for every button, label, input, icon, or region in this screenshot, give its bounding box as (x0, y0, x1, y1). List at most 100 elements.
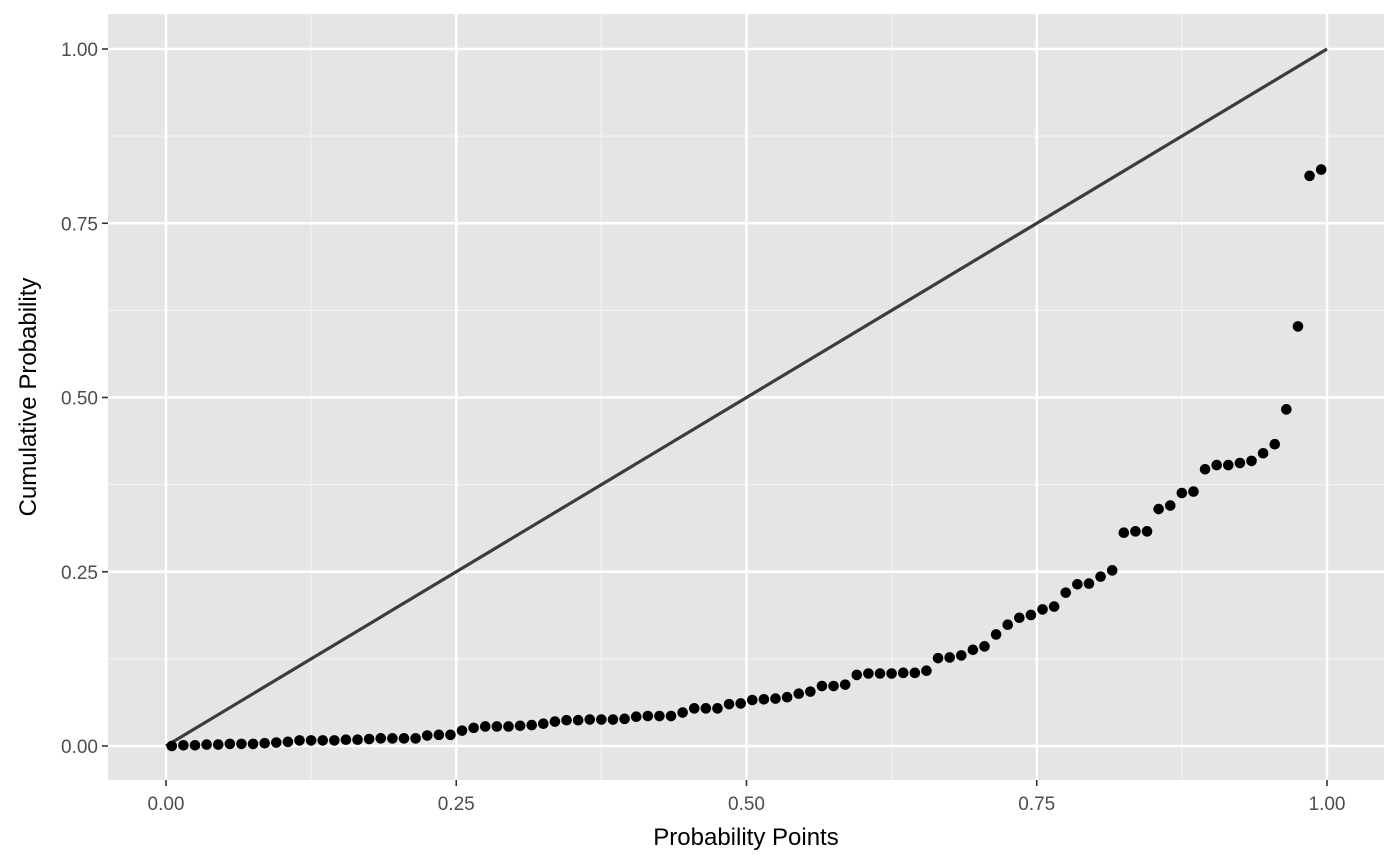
data-point (1176, 487, 1188, 499)
data-point (201, 739, 212, 750)
data-point (1060, 587, 1072, 598)
data-point (735, 698, 746, 709)
data-point (642, 710, 654, 722)
data-point (1281, 404, 1292, 415)
data-point (363, 733, 375, 745)
data-point (329, 735, 340, 746)
data-point (1188, 486, 1199, 497)
y-tick-label: 0.50 (61, 389, 98, 410)
data-point (398, 733, 410, 744)
data-point (816, 680, 828, 692)
data-point (526, 719, 538, 731)
data-point (445, 729, 456, 741)
data-point (1141, 526, 1153, 537)
data-point (747, 694, 758, 706)
reference-line (165, 47, 1328, 748)
data-point (1002, 619, 1014, 631)
data-point (1315, 164, 1327, 175)
points-layer (166, 164, 1327, 752)
data-point (317, 735, 329, 746)
data-point (1072, 578, 1083, 590)
data-point (224, 738, 236, 750)
data-point (1014, 612, 1025, 624)
data-point (839, 679, 851, 690)
data-point (236, 738, 247, 750)
data-point (1025, 609, 1037, 621)
data-point (1269, 438, 1281, 450)
data-point (410, 733, 421, 744)
data-point (270, 737, 282, 748)
data-point (863, 668, 874, 679)
data-point (1118, 527, 1130, 539)
data-point (456, 725, 468, 736)
data-point (619, 713, 630, 725)
data-point (549, 716, 561, 727)
data-point (479, 721, 491, 732)
y-tick-label: 0.25 (61, 563, 98, 584)
data-point (874, 668, 886, 679)
y-axis: 0.00 0.25 0.50 0.75 1.00 (61, 40, 108, 758)
data-point (1153, 503, 1164, 515)
data-point (932, 652, 944, 664)
data-point (387, 733, 398, 744)
data-point (770, 693, 781, 704)
data-point (886, 668, 897, 679)
data-point (1234, 457, 1246, 469)
y-axis-title: Cumulative Probability (15, 278, 42, 517)
data-point (979, 641, 990, 652)
data-point (1246, 455, 1257, 467)
data-point (1164, 500, 1176, 511)
data-point (805, 686, 816, 697)
x-tick-label: 0.75 (1018, 794, 1055, 815)
data-point (700, 703, 712, 714)
data-point (1083, 578, 1095, 589)
data-point (607, 714, 619, 725)
data-point (630, 711, 642, 723)
data-point (572, 714, 584, 726)
data-point (503, 721, 514, 732)
data-point (305, 735, 317, 746)
data-point (178, 740, 189, 751)
x-tick-label: 0.25 (438, 794, 475, 815)
y-tick-label: 1.00 (61, 40, 98, 61)
data-point (967, 644, 979, 656)
data-point (723, 698, 735, 710)
y-tick-label: 0.00 (61, 737, 98, 758)
data-point (688, 703, 700, 714)
data-point (955, 650, 967, 661)
data-point (340, 734, 352, 746)
data-point (1199, 463, 1211, 475)
data-point (433, 729, 445, 741)
data-point (712, 703, 723, 714)
x-tick-label: 1.00 (1309, 794, 1346, 815)
data-point (851, 669, 863, 681)
data-point (758, 694, 770, 705)
data-point (1257, 447, 1269, 459)
x-tick-label: 0.50 (728, 794, 765, 815)
data-point (1095, 571, 1106, 582)
data-point (1304, 170, 1315, 182)
data-point (294, 735, 305, 746)
data-point (375, 733, 387, 744)
data-point (352, 734, 363, 746)
data-point (944, 652, 955, 663)
data-point (1130, 526, 1141, 537)
data-point (1292, 321, 1304, 332)
data-point (421, 730, 433, 741)
data-point (781, 691, 793, 703)
data-point (596, 714, 607, 725)
data-point (282, 736, 294, 748)
data-point (793, 688, 805, 700)
x-tick-label: 0.00 (148, 794, 185, 815)
data-point (259, 737, 270, 749)
data-point (189, 740, 201, 751)
data-point (1106, 565, 1118, 576)
data-point (584, 714, 596, 725)
data-point (677, 707, 688, 718)
data-point (897, 667, 909, 679)
data-point (1211, 459, 1223, 471)
data-point (909, 667, 921, 679)
data-point (1223, 459, 1234, 471)
data-point (247, 738, 259, 750)
